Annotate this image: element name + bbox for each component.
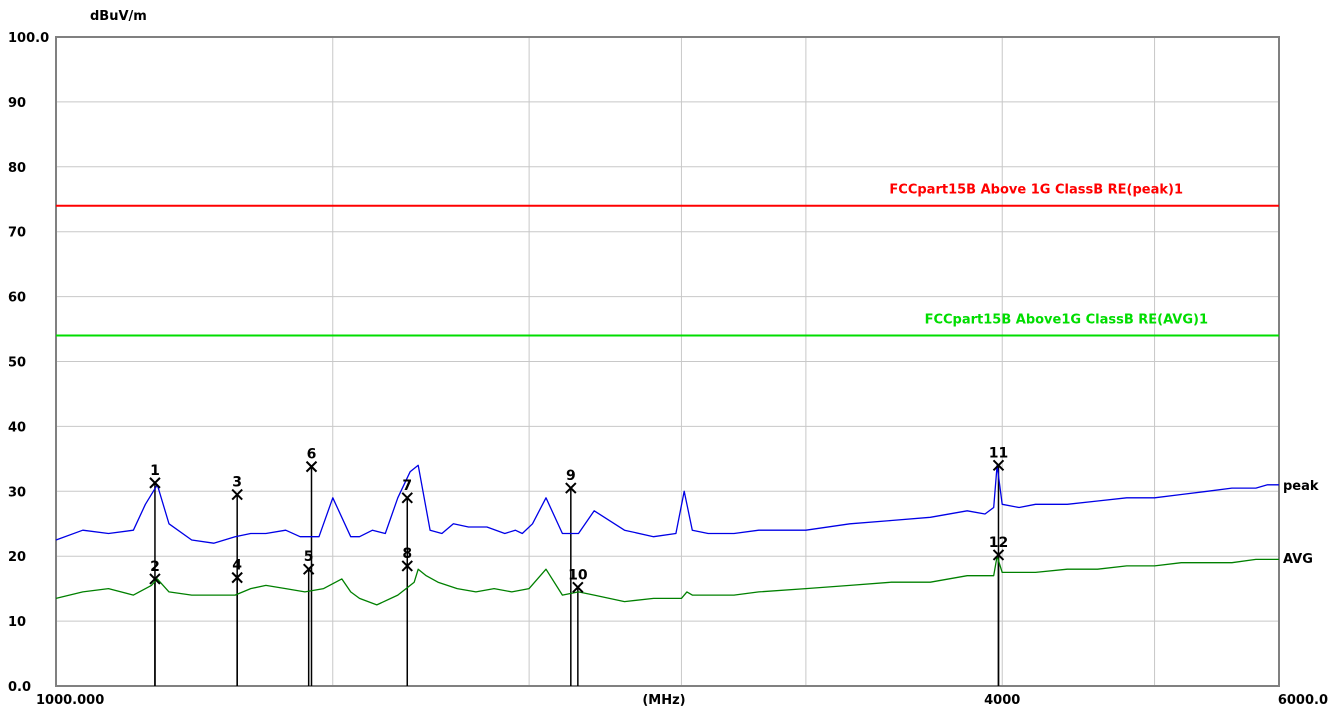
limit-label: FCCpart15B Above 1G ClassB RE(peak)1 bbox=[889, 183, 1183, 198]
y-tick-label: 100.0 bbox=[8, 31, 49, 46]
x-axis-label: (MHz) bbox=[642, 693, 685, 708]
marker-x bbox=[992, 459, 1005, 472]
marker-x bbox=[231, 571, 243, 584]
marker-x bbox=[992, 549, 1005, 561]
y-tick-label: 30 bbox=[8, 485, 26, 500]
marker-label: 11 bbox=[989, 445, 1008, 461]
marker-x bbox=[572, 581, 584, 594]
y-tick-label: 0.0 bbox=[8, 680, 31, 695]
marker-x bbox=[231, 488, 243, 501]
marker-label: 2 bbox=[150, 559, 160, 575]
series-line-peak bbox=[55, 464, 1279, 544]
x-tick-label: 4000 bbox=[984, 693, 1020, 708]
marker-x bbox=[401, 492, 413, 504]
marker-label: 12 bbox=[989, 535, 1008, 551]
marker-x bbox=[565, 482, 577, 494]
marker-x bbox=[302, 563, 315, 575]
marker-x bbox=[305, 460, 318, 473]
marker-label: 1 bbox=[150, 463, 160, 479]
x-tick-label: 1000.000 bbox=[36, 693, 104, 708]
marker-stems bbox=[154, 465, 1000, 686]
marker-label: 6 bbox=[307, 447, 317, 463]
marker-label: 3 bbox=[232, 475, 242, 491]
y-tick-label: 60 bbox=[8, 291, 26, 306]
peak-series-label: peak bbox=[1283, 479, 1319, 494]
y-tick-label: 40 bbox=[8, 420, 26, 435]
limit-lines: FCCpart15B Above 1G ClassB RE(peak)1 FCCp… bbox=[56, 183, 1279, 337]
y-tick-label: 50 bbox=[8, 356, 26, 371]
x-axis-ticks: 1000.000 4000 6000.0 bbox=[36, 693, 1328, 708]
y-tick-label: 20 bbox=[8, 550, 26, 565]
y-tick-label: 10 bbox=[8, 615, 26, 630]
y-tick-label: 70 bbox=[8, 226, 26, 241]
marker-x bbox=[149, 477, 161, 489]
y-tick-label: 90 bbox=[8, 96, 26, 111]
marker-label: 7 bbox=[402, 478, 412, 494]
marker-x bbox=[401, 560, 413, 572]
y-axis-label: dBuV/m bbox=[90, 9, 147, 24]
marker-x bbox=[149, 573, 161, 585]
plot-frame bbox=[55, 36, 1280, 687]
marker-label: 10 bbox=[568, 567, 588, 583]
limit-label: FCCpart15B Above1G ClassB RE(AVG)1 bbox=[925, 313, 1208, 328]
marker-label: 4 bbox=[232, 558, 242, 574]
marker-label: 9 bbox=[566, 468, 576, 484]
marker-label: 5 bbox=[304, 549, 314, 565]
avg-series-label: AVG bbox=[1283, 552, 1313, 567]
y-tick-label: 80 bbox=[8, 161, 26, 176]
x-tick-label: 6000.0 bbox=[1278, 693, 1328, 708]
series-line-avg bbox=[55, 555, 1279, 606]
marker-label: 8 bbox=[402, 546, 412, 562]
series-lines bbox=[55, 464, 1279, 606]
